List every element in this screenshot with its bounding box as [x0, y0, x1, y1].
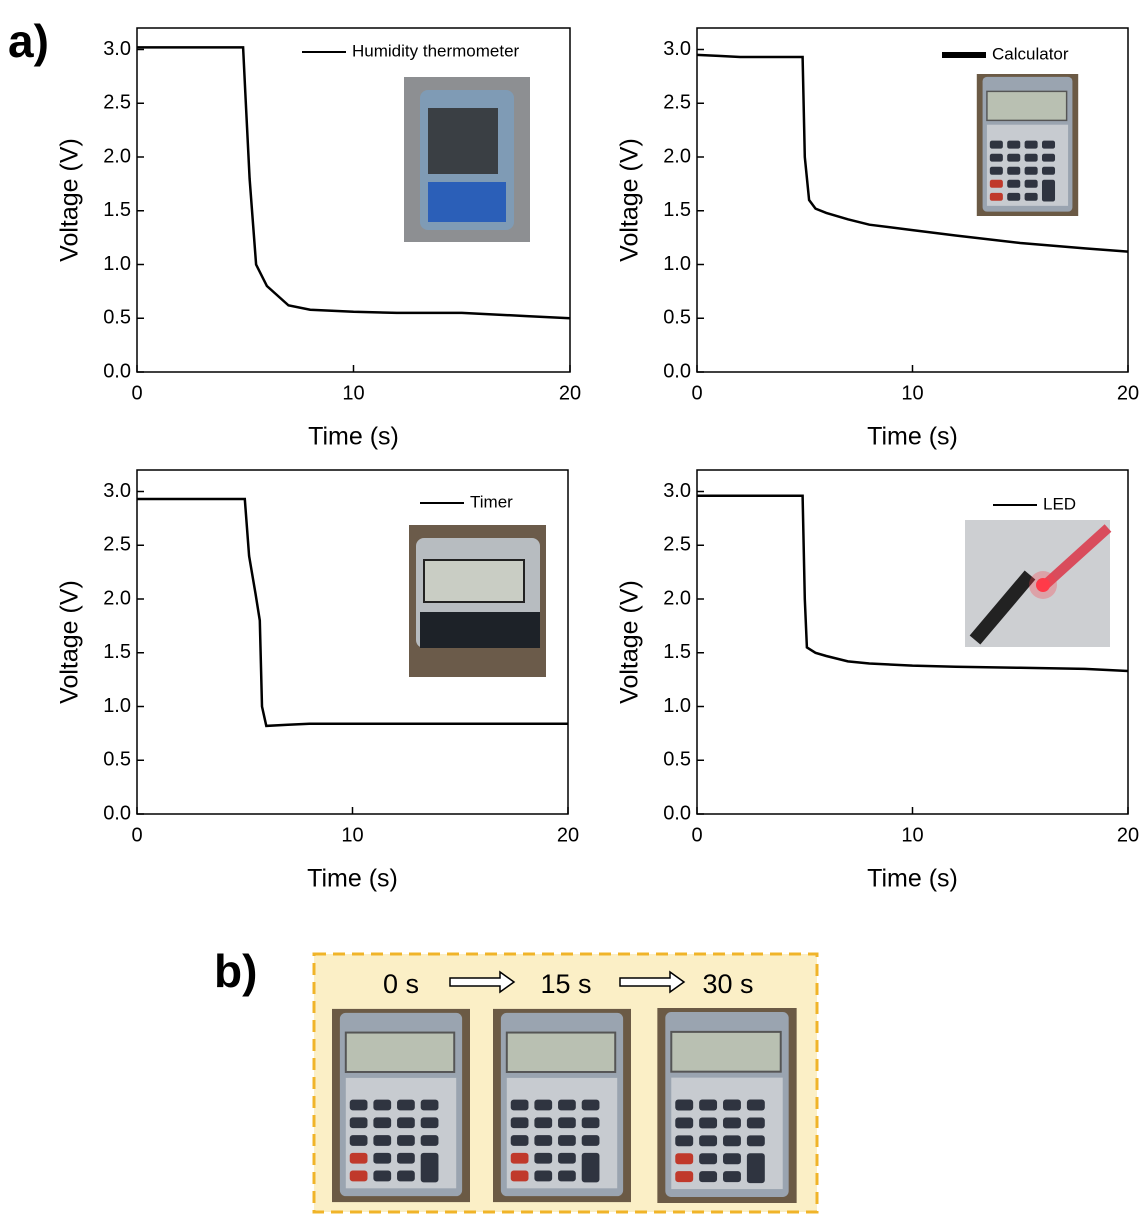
y-tick-label: 0.0	[663, 360, 691, 382]
y-tick-label: 1.0	[663, 253, 691, 275]
legend-label: LED	[1043, 494, 1076, 513]
y-tick-label: 3.0	[103, 480, 131, 502]
y-tick-label: 1.5	[103, 641, 131, 663]
photo-timer	[409, 525, 546, 677]
time-label: 30 s	[702, 969, 753, 999]
x-tick-label: 20	[1117, 382, 1139, 404]
y-tick-label: 1.5	[663, 199, 691, 221]
chart: 0.0 0.5 1.0 1.5 2.0 2.5 3.0 0 10 20 Time (s) Voltag…	[616, 469, 1139, 893]
y-tick-label: 2.0	[103, 145, 131, 167]
x-axis-title: Time (s)	[867, 865, 958, 893]
y-tick-label: 0.0	[103, 360, 131, 382]
x-tick-label: 10	[342, 382, 364, 404]
x-tick-label: 10	[901, 824, 923, 846]
chart: 0.0 0.5 1.0 1.5 2.0 2.5 3.0 0 10 20 Time (s) Voltag…	[56, 469, 579, 893]
chart: 0.0 0.5 1.0 1.5 2.0 2.5 3.0 0 10 20 Time (s) Voltag…	[616, 27, 1139, 451]
y-tick-label: 1.0	[103, 253, 131, 275]
calculator-photo	[493, 1008, 631, 1203]
y-tick-label: 0.5	[663, 307, 691, 329]
y-tick-label: 1.0	[663, 695, 691, 717]
y-tick-label: 0.5	[103, 307, 131, 329]
y-tick-label: 2.5	[103, 92, 131, 114]
panel-label: b)	[214, 945, 257, 997]
data-line	[697, 494, 1129, 673]
x-tick-label: 20	[559, 382, 581, 404]
x-tick-label: 10	[341, 824, 363, 846]
x-axis-title: Time (s)	[308, 423, 399, 451]
x-tick-label: 0	[691, 382, 702, 404]
legend-label: Calculator	[992, 44, 1069, 63]
x-tick-label: 10	[901, 382, 923, 404]
x-tick-label: 0	[691, 824, 702, 846]
y-tick-label: 1.5	[663, 641, 691, 663]
y-tick-label: 3.0	[663, 480, 691, 502]
photo-calculator	[975, 74, 1080, 216]
x-tick-label: 0	[131, 824, 142, 846]
y-tick-label: 2.0	[663, 145, 691, 167]
y-axis-title: Voltage (V)	[616, 138, 644, 262]
panel-label: a)	[8, 15, 49, 67]
y-axis-title: Voltage (V)	[616, 580, 644, 704]
arrow	[619, 970, 686, 994]
y-tick-label: 1.5	[103, 199, 131, 221]
y-tick-label: 2.0	[663, 587, 691, 609]
y-tick-label: 0.0	[103, 802, 131, 824]
data-line	[137, 46, 571, 320]
y-tick-label: 0.5	[663, 749, 691, 771]
y-tick-label: 3.0	[103, 38, 131, 60]
x-tick-label: 20	[1117, 824, 1139, 846]
y-tick-label: 1.0	[103, 695, 131, 717]
x-tick-label: 20	[557, 824, 579, 846]
time-label: 0 s	[383, 969, 419, 999]
y-tick-label: 3.0	[663, 38, 691, 60]
photo-led	[965, 520, 1112, 647]
x-axis-title: Time (s)	[867, 423, 958, 451]
legend-label: Humidity thermometer	[352, 41, 520, 60]
y-tick-label: 2.5	[663, 534, 691, 556]
y-axis-title: Voltage (V)	[56, 580, 84, 704]
y-tick-label: 2.5	[663, 92, 691, 114]
calculator-photo	[332, 1008, 470, 1203]
data-line	[696, 53, 1129, 253]
y-axis-title: Voltage (V)	[56, 138, 84, 262]
arrow	[449, 970, 516, 994]
y-tick-label: 0.0	[663, 802, 691, 824]
data-line	[137, 497, 568, 728]
time-label: 15 s	[540, 969, 591, 999]
calculator-photo	[657, 1008, 797, 1203]
photo-thermometer	[404, 77, 530, 242]
legend-label: Timer	[470, 492, 513, 511]
x-tick-label: 0	[131, 382, 142, 404]
y-tick-label: 0.5	[103, 749, 131, 771]
y-tick-label: 2.0	[103, 587, 131, 609]
y-tick-label: 2.5	[103, 534, 131, 556]
chart: 0.0 0.5 1.0 1.5 2.0 2.5 3.0 0 10 20 Time (s) Voltag…	[56, 27, 581, 451]
x-axis-title: Time (s)	[307, 865, 398, 893]
